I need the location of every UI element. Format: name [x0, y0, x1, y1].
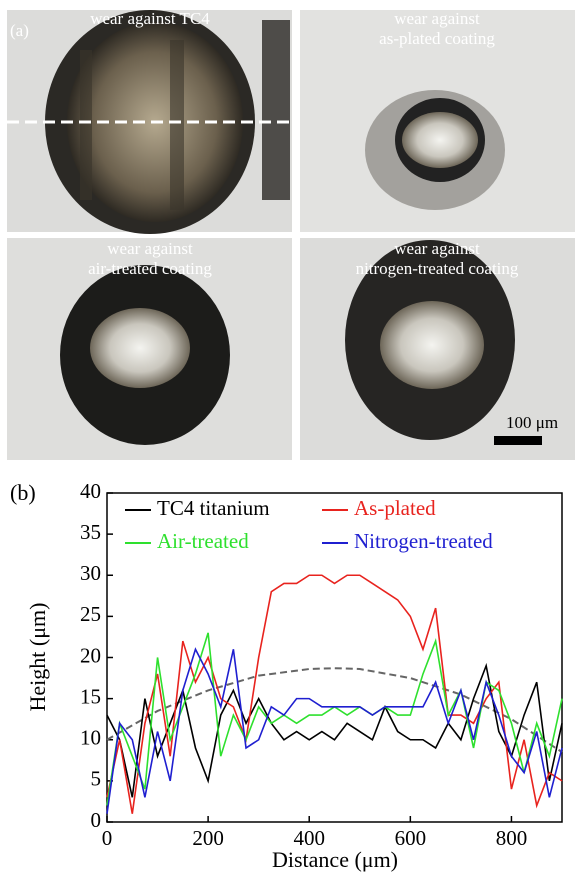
- x-tick-label: 0: [102, 826, 113, 850]
- image-caption: wear against: [107, 239, 193, 258]
- y-tick-label: 25: [80, 602, 101, 626]
- y-tick-label: 20: [80, 643, 101, 667]
- x-tick-label: 600: [395, 826, 427, 850]
- legend-label: As-plated: [354, 496, 436, 520]
- image-caption: wear against: [394, 9, 480, 28]
- y-tick-label: 15: [80, 684, 101, 708]
- y-axis-label: Height (μm): [25, 603, 50, 712]
- scale-bar-label: 100 μm: [506, 413, 558, 432]
- micrograph-1: [7, 10, 292, 234]
- image-caption: wear against: [394, 239, 480, 258]
- y-tick-label: 40: [80, 479, 101, 503]
- legend-label: Nitrogen-treated: [354, 529, 493, 553]
- y-tick-label: 5: [91, 767, 102, 791]
- x-tick-label: 400: [293, 826, 325, 850]
- y-tick-label: 10: [80, 726, 101, 750]
- figure: (a) wear against TC4 wear against as-pla…: [0, 0, 577, 875]
- image-caption: air-treated coating: [88, 259, 212, 278]
- x-tick-label: 200: [192, 826, 224, 850]
- image-caption: nitrogen-treated coating: [356, 259, 519, 278]
- y-tick-label: 30: [80, 561, 101, 585]
- x-axis-label: Distance (μm): [272, 847, 398, 872]
- x-tick-label: 800: [496, 826, 528, 850]
- legend-label: TC4 titanium: [157, 496, 270, 520]
- panel-label: (b): [10, 480, 36, 505]
- series-line: [107, 633, 562, 806]
- image-caption: as-plated coating: [379, 29, 495, 48]
- series-line: [107, 575, 562, 814]
- y-tick-label: 0: [91, 808, 102, 832]
- series-line: [107, 649, 562, 814]
- y-tick-label: 35: [80, 520, 101, 544]
- legend-label: Air-treated: [157, 529, 249, 553]
- panel-label: (a): [10, 21, 29, 40]
- series-line: [107, 666, 562, 798]
- image-caption: wear against TC4: [90, 9, 210, 28]
